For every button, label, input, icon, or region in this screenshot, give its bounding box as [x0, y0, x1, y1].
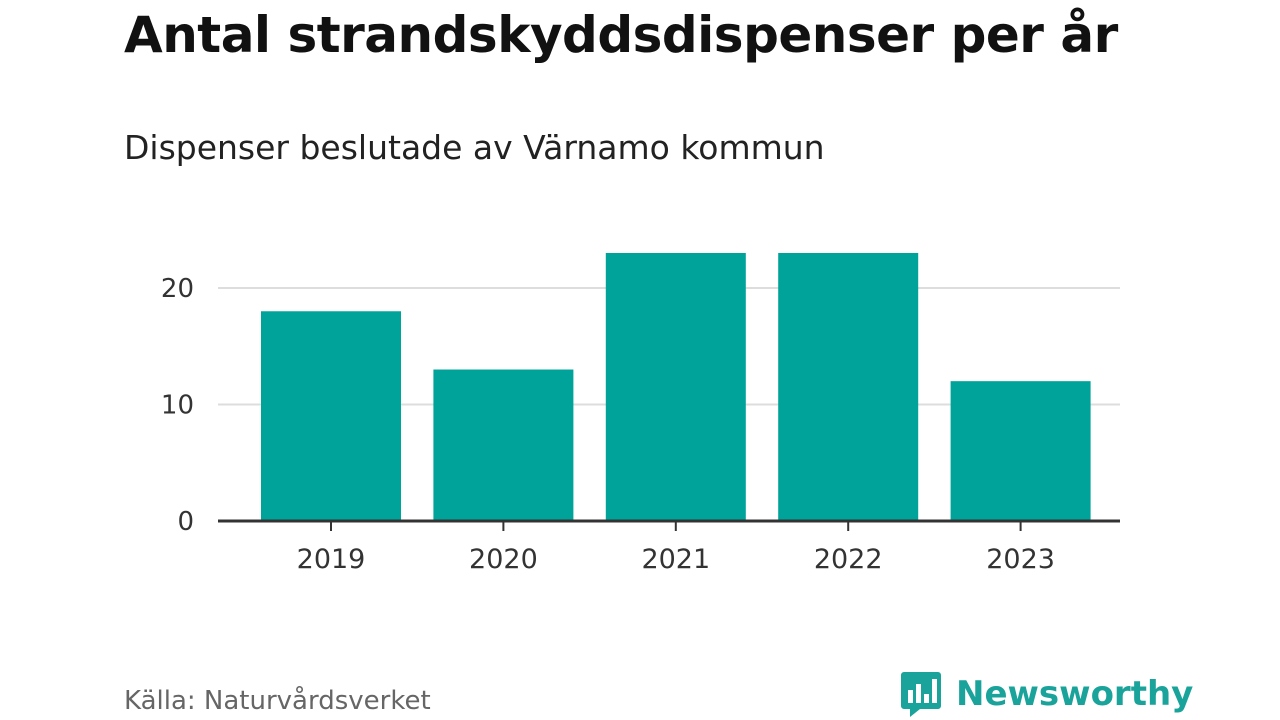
bar	[950, 381, 1091, 521]
y-tick-label: 0	[177, 507, 194, 537]
x-tick-label: 2021	[641, 544, 710, 575]
newsworthy-logo-icon	[901, 672, 941, 717]
x-tick-label: 2020	[469, 544, 538, 575]
x-tick-label: 2022	[814, 544, 883, 575]
source-note: Källa: Naturvårdsverket	[124, 686, 431, 716]
brand-logo: Newsworthy	[900, 670, 1193, 718]
y-tick-label: 20	[161, 274, 194, 304]
x-tick-label: 2019	[297, 544, 366, 575]
chart-subtitle: Dispenser beslutade av Värnamo kommun	[124, 128, 825, 167]
bar	[433, 369, 574, 521]
chart-title: Antal strandskyddsdispenser per år	[124, 6, 1118, 64]
x-tick-label: 2023	[986, 544, 1055, 575]
y-tick-label: 10	[161, 390, 194, 420]
bar	[778, 253, 919, 521]
bar	[605, 253, 746, 521]
brand-name: Newsworthy	[956, 674, 1194, 714]
bar	[261, 311, 401, 521]
